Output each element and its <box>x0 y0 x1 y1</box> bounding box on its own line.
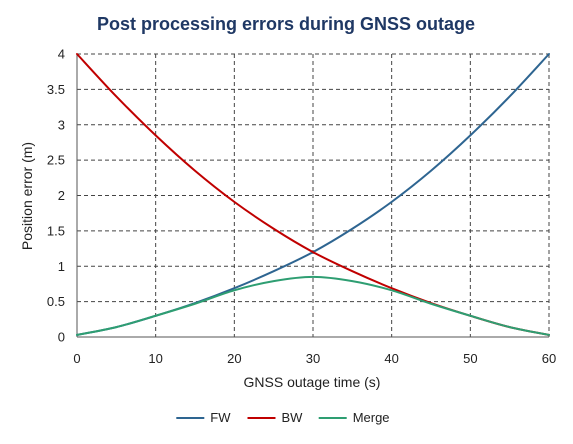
legend: FW BW Merge <box>176 410 390 425</box>
x-axis-label: GNSS outage time (s) <box>244 374 381 390</box>
chart-title: Post processing errors during GNSS outag… <box>97 14 475 34</box>
legend-item-bw: BW <box>247 410 304 425</box>
y-tick-label: 2.5 <box>47 153 65 168</box>
legend-label: FW <box>210 410 231 425</box>
legend-item-merge: Merge <box>318 410 390 425</box>
y-tick-label: 1.5 <box>47 223 65 238</box>
tick-labels: 00.511.522.533.540 10 20 30 40 50 60 <box>47 47 556 367</box>
y-axis-label: Position error (m) <box>19 142 35 250</box>
y-tick-label: 4 <box>58 47 65 62</box>
y-tick-label: 0 <box>58 330 65 345</box>
grid <box>77 53 550 337</box>
x-tick-label: 20 <box>227 351 241 366</box>
x-tick-label: 0 <box>73 351 80 366</box>
x-tick-label: 50 <box>463 351 477 366</box>
x-tick-label: 60 <box>542 351 556 366</box>
legend-label: Merge <box>353 410 390 425</box>
series-group <box>76 53 550 336</box>
series-line-merge <box>76 275 550 336</box>
legend-item-fw: FW <box>176 410 231 425</box>
y-tick-label: 3.5 <box>47 82 65 97</box>
x-tick-label: 30 <box>306 351 320 366</box>
y-tick-label: 1 <box>58 259 65 274</box>
legend-label: BW <box>282 410 304 425</box>
x-tick-label: 10 <box>148 351 162 366</box>
axes <box>76 54 549 338</box>
y-tick-label: 0.5 <box>47 294 65 309</box>
y-tick-label: 2 <box>58 188 65 203</box>
x-tick-label: 40 <box>384 351 398 366</box>
y-tick-label: 3 <box>58 117 65 132</box>
